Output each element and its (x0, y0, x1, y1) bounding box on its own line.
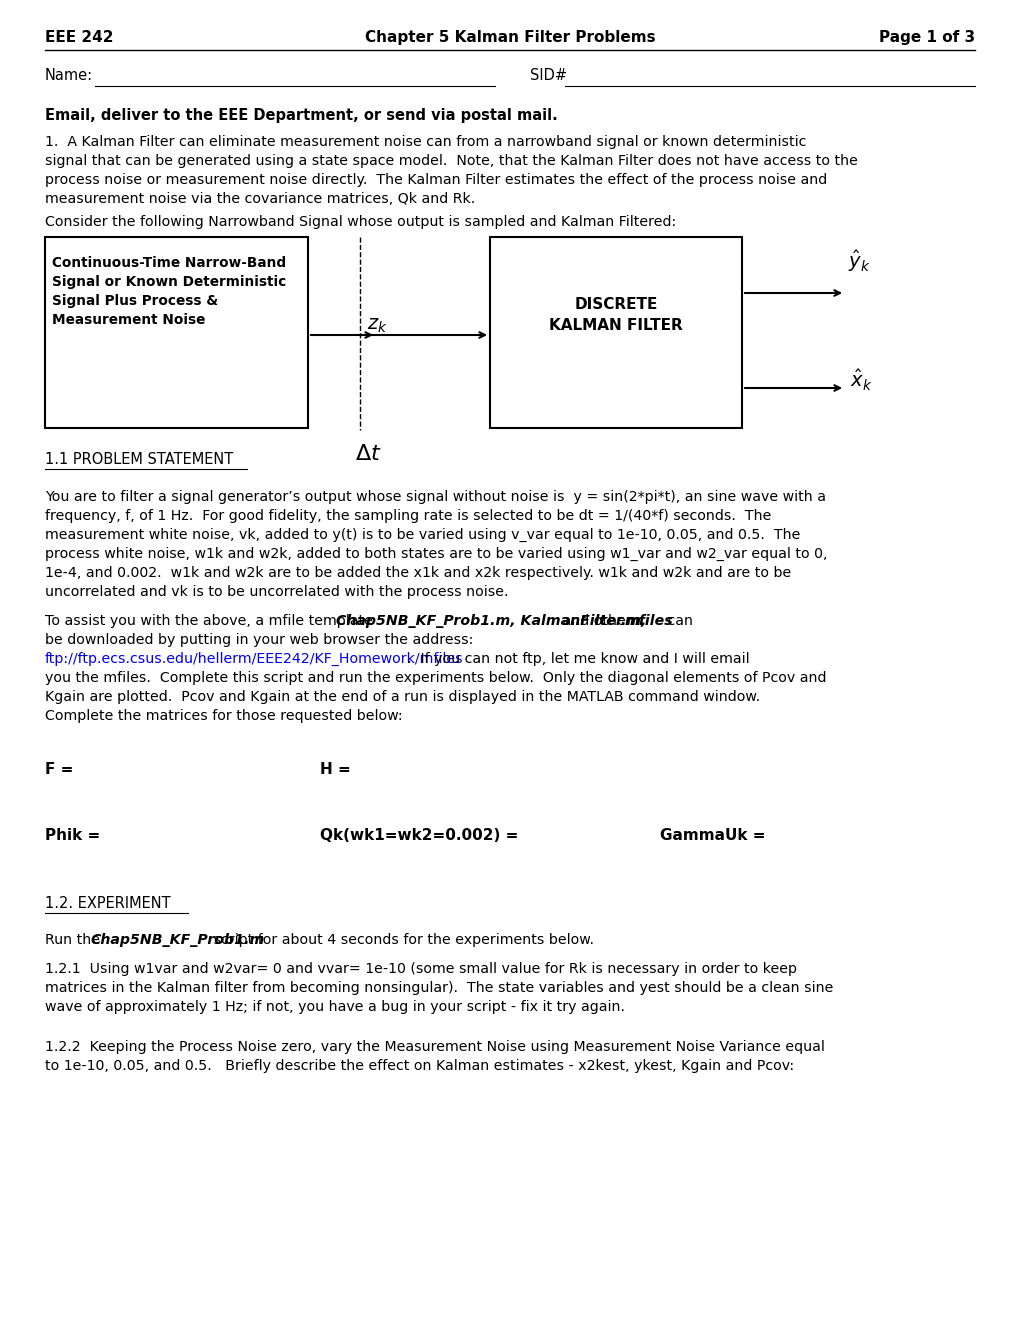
Text: ftp://ftp.ecs.csus.edu/hellerm/EEE242/KF_Homework/mfiles: ftp://ftp.ecs.csus.edu/hellerm/EEE242/KF… (45, 652, 464, 667)
Text: measurement noise via the covariance matrices, Qk and Rk.: measurement noise via the covariance mat… (45, 191, 475, 206)
Text: process white noise, w1k and w2k, added to both states are to be varied using w1: process white noise, w1k and w2k, added … (45, 546, 826, 561)
Text: wave of approximately 1 Hz; if not, you have a bug in your script - fix it try a: wave of approximately 1 Hz; if not, you … (45, 1001, 625, 1014)
Text: 1.  A Kalman Filter can eliminate measurement noise can from a narrowband signal: 1. A Kalman Filter can eliminate measure… (45, 135, 806, 149)
Text: Consider the following Narrowband Signal whose output is sampled and Kalman Filt: Consider the following Narrowband Signal… (45, 215, 676, 228)
Text: $\hat{x}_k$: $\hat{x}_k$ (849, 368, 871, 393)
Text: 1.2.2  Keeping the Process Noise zero, vary the Measurement Noise using Measurem: 1.2.2 Keeping the Process Noise zero, va… (45, 1040, 824, 1053)
Text: Complete the matrices for those requested below:: Complete the matrices for those requeste… (45, 709, 403, 723)
Text: you the mfiles.  Complete this script and run the experiments below.  Only the d: you the mfiles. Complete this script and… (45, 671, 825, 685)
Text: Signal or Known Deterministic: Signal or Known Deterministic (52, 275, 286, 289)
Text: and other: and other (557, 614, 636, 628)
Text: Measurement Noise: Measurement Noise (52, 313, 205, 327)
Text: Name:: Name: (45, 69, 93, 83)
Text: 1.2.1  Using w1var and w2var= 0 and vvar= 1e-10 (some small value for Rk is nece: 1.2.1 Using w1var and w2var= 0 and vvar=… (45, 962, 796, 975)
Text: to 1e-10, 0.05, and 0.5.   Briefly describe the effect on Kalman estimates - x2k: to 1e-10, 0.05, and 0.5. Briefly describ… (45, 1059, 794, 1073)
Text: You are to filter a signal generator’s output whose signal without noise is  y =: You are to filter a signal generator’s o… (45, 490, 825, 504)
Text: $\hat{y}_k$: $\hat{y}_k$ (847, 248, 869, 275)
Text: script for about 4 seconds for the experiments below.: script for about 4 seconds for the exper… (209, 933, 593, 946)
Text: GammaUk =: GammaUk = (659, 828, 764, 843)
Text: Chap5NB_KF_Prob1.m: Chap5NB_KF_Prob1.m (90, 933, 264, 946)
Text: signal that can be generated using a state space model.  Note, that the Kalman F: signal that can be generated using a sta… (45, 154, 857, 168)
Text: SID#: SID# (530, 69, 567, 83)
Text: Page 1 of 3: Page 1 of 3 (878, 30, 974, 45)
Text: To assist you with the above, a mfile template: To assist you with the above, a mfile te… (45, 614, 377, 628)
Text: DISCRETE: DISCRETE (574, 297, 657, 312)
Text: uncorrelated and vk is to be uncorrelated with the process noise.: uncorrelated and vk is to be uncorrelate… (45, 585, 508, 599)
Text: Qk(wk1=wk2=0.002) =: Qk(wk1=wk2=0.002) = (320, 828, 518, 843)
Text: F =: F = (45, 762, 73, 777)
Text: KALMAN FILTER: KALMAN FILTER (548, 318, 682, 333)
Text: 1e-4, and 0.002.  w1k and w2k are to be added the x1k and x2k respectively. w1k : 1e-4, and 0.002. w1k and w2k are to be a… (45, 566, 791, 579)
Text: Chapter 5 Kalman Filter Problems: Chapter 5 Kalman Filter Problems (365, 30, 654, 45)
Text: matrices in the Kalman filter from becoming nonsingular).  The state variables a: matrices in the Kalman filter from becom… (45, 981, 833, 995)
Text: process noise or measurement noise directly.  The Kalman Filter estimates the ef: process noise or measurement noise direc… (45, 173, 826, 187)
Text: $z_k$: $z_k$ (367, 315, 387, 335)
Text: H =: H = (320, 762, 351, 777)
Text: can: can (662, 614, 692, 628)
Text: .  If you can not ftp, let me know and I will email: . If you can not ftp, let me know and I … (407, 652, 749, 667)
Text: 1.1 PROBLEM STATEMENT: 1.1 PROBLEM STATEMENT (45, 451, 233, 467)
Text: Chap5NB_KF_Prob1.m, KalmanFilter.m,: Chap5NB_KF_Prob1.m, KalmanFilter.m, (335, 614, 646, 628)
Text: Continuous-Time Narrow-Band: Continuous-Time Narrow-Band (52, 256, 286, 271)
Text: Kgain are plotted.  Pcov and Kgain at the end of a run is displayed in the MATLA: Kgain are plotted. Pcov and Kgain at the… (45, 690, 759, 704)
Text: measurement white noise, vk, added to y(t) is to be varied using v_var equal to : measurement white noise, vk, added to y(… (45, 528, 800, 543)
Text: EEE 242: EEE 242 (45, 30, 113, 45)
Text: frequency, f, of 1 Hz.  For good fidelity, the sampling rate is selected to be d: frequency, f, of 1 Hz. For good fidelity… (45, 510, 770, 523)
Text: be downloaded by putting in your web browser the address:: be downloaded by putting in your web bro… (45, 634, 473, 647)
Text: Phik =: Phik = (45, 828, 100, 843)
Bar (489, 238, 741, 428)
Text: Signal Plus Process &: Signal Plus Process & (52, 294, 218, 308)
Text: Email, deliver to the EEE Department, or send via postal mail.: Email, deliver to the EEE Department, or… (45, 108, 557, 123)
Text: Run the: Run the (45, 933, 104, 946)
Text: $\Delta t$: $\Delta t$ (355, 444, 381, 465)
Bar (45, 238, 308, 428)
Text: mfiles: mfiles (625, 614, 673, 628)
Text: 1.2. EXPERIMENT: 1.2. EXPERIMENT (45, 896, 170, 911)
